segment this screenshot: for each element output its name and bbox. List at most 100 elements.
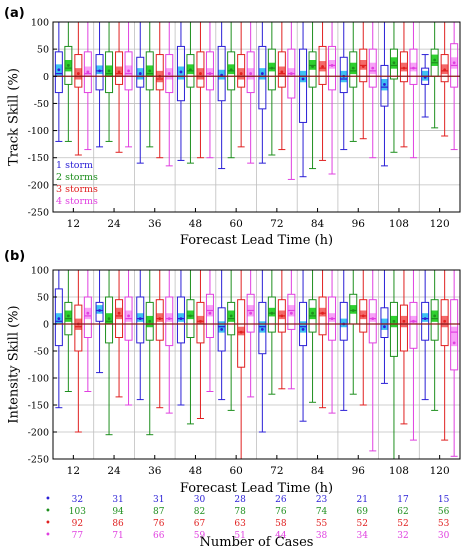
iqr-box bbox=[115, 51, 124, 85]
box-2-storms-84h bbox=[308, 21, 317, 170]
box-3-storms-84h bbox=[318, 269, 327, 409]
mean-marker bbox=[383, 325, 386, 329]
mean-marker bbox=[57, 68, 61, 72]
mean-marker bbox=[167, 72, 171, 75]
x-axis-label: Forecast Lead Time (h) bbox=[180, 481, 333, 496]
mean-marker bbox=[138, 72, 142, 75]
iqr-box bbox=[339, 56, 348, 94]
iqr-box bbox=[95, 301, 104, 322]
row-marker: • bbox=[45, 494, 51, 505]
iqr-box bbox=[54, 288, 63, 347]
row-marker: • bbox=[45, 518, 51, 529]
x-tick-label: 12 bbox=[67, 465, 80, 477]
iqr-box bbox=[421, 301, 430, 341]
case-count: 32 bbox=[397, 531, 408, 541]
case-count: 44 bbox=[275, 531, 287, 541]
mean-marker bbox=[229, 314, 233, 318]
case-count: 103 bbox=[69, 507, 86, 517]
case-count: 38 bbox=[316, 531, 328, 541]
mean-marker bbox=[76, 72, 80, 75]
iqr-box bbox=[136, 296, 145, 344]
case-count: 17 bbox=[397, 495, 409, 505]
box-1-storm-108h bbox=[380, 21, 389, 167]
iqr-box bbox=[246, 51, 255, 94]
case-count: 92 bbox=[72, 519, 83, 529]
iqr-box bbox=[105, 296, 114, 344]
mean-marker bbox=[433, 314, 437, 318]
mean-marker bbox=[107, 317, 111, 320]
y-tick-label: 100 bbox=[31, 266, 49, 277]
case-count: 74 bbox=[316, 507, 328, 517]
iqr-box bbox=[205, 51, 214, 91]
iqr-box bbox=[308, 51, 317, 88]
legend-entry: 3 storms bbox=[56, 184, 98, 195]
mean-marker bbox=[57, 317, 61, 320]
y-axis-label: Track Skill (%) bbox=[7, 68, 22, 166]
mean-marker bbox=[208, 311, 212, 315]
mean-marker bbox=[289, 72, 293, 75]
box-1-storm-108h bbox=[380, 269, 389, 384]
x-tick-label: 36 bbox=[148, 465, 162, 477]
box-1-storm-24h bbox=[95, 269, 104, 374]
box-2-storms-12h bbox=[64, 269, 73, 392]
iqr-box bbox=[83, 296, 92, 338]
iqr-box bbox=[409, 301, 418, 349]
box-2-storms-108h bbox=[389, 269, 398, 460]
x-tick-label: 60 bbox=[229, 465, 242, 477]
y-tick-label: 50 bbox=[37, 45, 49, 56]
iqr-box bbox=[399, 51, 408, 83]
iqr-box bbox=[176, 296, 185, 344]
box-4-storms-120h bbox=[450, 269, 459, 457]
y-tick-label: -200 bbox=[28, 180, 49, 191]
iqr-box bbox=[440, 299, 449, 347]
iqr-box bbox=[196, 301, 205, 344]
mean-marker bbox=[208, 72, 212, 75]
plot-frame bbox=[52, 21, 461, 213]
case-count: 59 bbox=[194, 531, 206, 541]
box-1-storm-120h bbox=[421, 269, 430, 401]
mean-marker bbox=[351, 66, 355, 70]
iqr-box bbox=[258, 301, 267, 355]
iqr-box bbox=[389, 301, 398, 357]
box-1-storm-84h bbox=[299, 269, 308, 422]
mean-marker bbox=[443, 319, 447, 323]
legend-entry: 2 storms bbox=[56, 172, 98, 183]
case-count: 87 bbox=[153, 507, 165, 517]
mean-marker bbox=[311, 65, 314, 68]
iqr-box bbox=[368, 48, 377, 88]
mean-marker bbox=[280, 70, 284, 74]
box-3-storms-48h bbox=[196, 269, 205, 419]
box-4-storms-84h bbox=[328, 269, 337, 414]
box-1-storm-12h bbox=[54, 21, 63, 142]
box-1-storm-24h bbox=[95, 21, 104, 148]
iqr-box bbox=[299, 48, 308, 123]
x-tick-label: 72 bbox=[270, 218, 283, 230]
box-2-storms-72h bbox=[267, 21, 276, 156]
iqr-box bbox=[380, 307, 389, 338]
box-1-storm-96h bbox=[339, 269, 348, 411]
plot-frame bbox=[52, 269, 461, 460]
case-count: 52 bbox=[397, 519, 408, 529]
box-3-storms-120h bbox=[440, 269, 449, 441]
iqr-box bbox=[440, 54, 449, 83]
case-count: 78 bbox=[234, 507, 246, 517]
box-4-storms-84h bbox=[328, 21, 337, 175]
panel-a-track-skill: -250 -200 -150 -100 -50 0 50 100 12 24 36 48 60 72 84 9… bbox=[4, 6, 461, 248]
y-tick-label: -150 bbox=[28, 153, 49, 164]
box-3-storms-96h bbox=[359, 21, 368, 140]
iqr-box bbox=[328, 45, 337, 91]
iqr-box bbox=[287, 293, 296, 330]
y-tick-label: -150 bbox=[28, 401, 49, 412]
box-4-storms-60h bbox=[246, 269, 255, 398]
y-axis-label: Intensity Skill (%) bbox=[7, 305, 22, 423]
iqr-box bbox=[246, 293, 255, 333]
box-2-storms-108h bbox=[389, 21, 398, 153]
case-count: 23 bbox=[316, 495, 328, 505]
box-4-storms-24h bbox=[124, 269, 133, 406]
iqr-box bbox=[389, 48, 398, 80]
mean-marker bbox=[239, 330, 243, 334]
box-3-storms-60h bbox=[237, 269, 246, 460]
box-4-storms-120h bbox=[450, 21, 459, 151]
mean-marker bbox=[127, 69, 130, 73]
x-tick-label: 108 bbox=[389, 218, 409, 230]
